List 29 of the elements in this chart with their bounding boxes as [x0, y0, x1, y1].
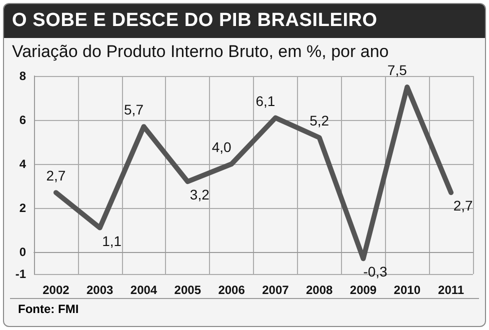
data-label: 1,1: [102, 232, 122, 249]
x-tick-label: 2003: [86, 283, 114, 297]
data-label: 2,7: [453, 198, 473, 214]
data-label: 7,5: [387, 62, 408, 78]
x-tick-label: 2011: [438, 283, 464, 297]
x-tick-label: 2007: [262, 283, 290, 297]
data-label: -0,3: [363, 264, 388, 280]
y-tick-label: 0: [19, 245, 26, 259]
chart-subtitle: Variação do Produto Interno Bruto, em %, por ano: [11, 41, 390, 62]
x-tick-label: 2009: [350, 283, 377, 297]
data-label: 2,7: [46, 168, 66, 184]
data-label: 5,7: [124, 102, 144, 118]
chart-title: O SOBE E DESCE DO PIB BRASILEIRO: [4, 4, 485, 38]
x-tick-label: 2006: [218, 283, 246, 297]
data-label: 3,2: [190, 186, 210, 203]
y-tick-label: 6: [19, 113, 26, 127]
x-tick-label: 2004: [130, 283, 158, 297]
data-label: 4,0: [212, 139, 232, 155]
data-label: 5,2: [310, 112, 330, 129]
x-tick-label: 2002: [42, 283, 70, 297]
x-tick-label: 2008: [306, 283, 334, 297]
y-tick-label: 8: [19, 69, 26, 83]
data-label: 6,1: [256, 92, 276, 109]
x-tick-label: 2010: [394, 283, 421, 297]
y-tick-label: 4: [19, 157, 26, 171]
y-tick-label: 2: [19, 201, 26, 215]
source-note: Fonte: FMI: [10, 298, 479, 316]
x-tick-label: 2005: [174, 283, 202, 297]
y-tick-label: -1: [15, 267, 26, 281]
